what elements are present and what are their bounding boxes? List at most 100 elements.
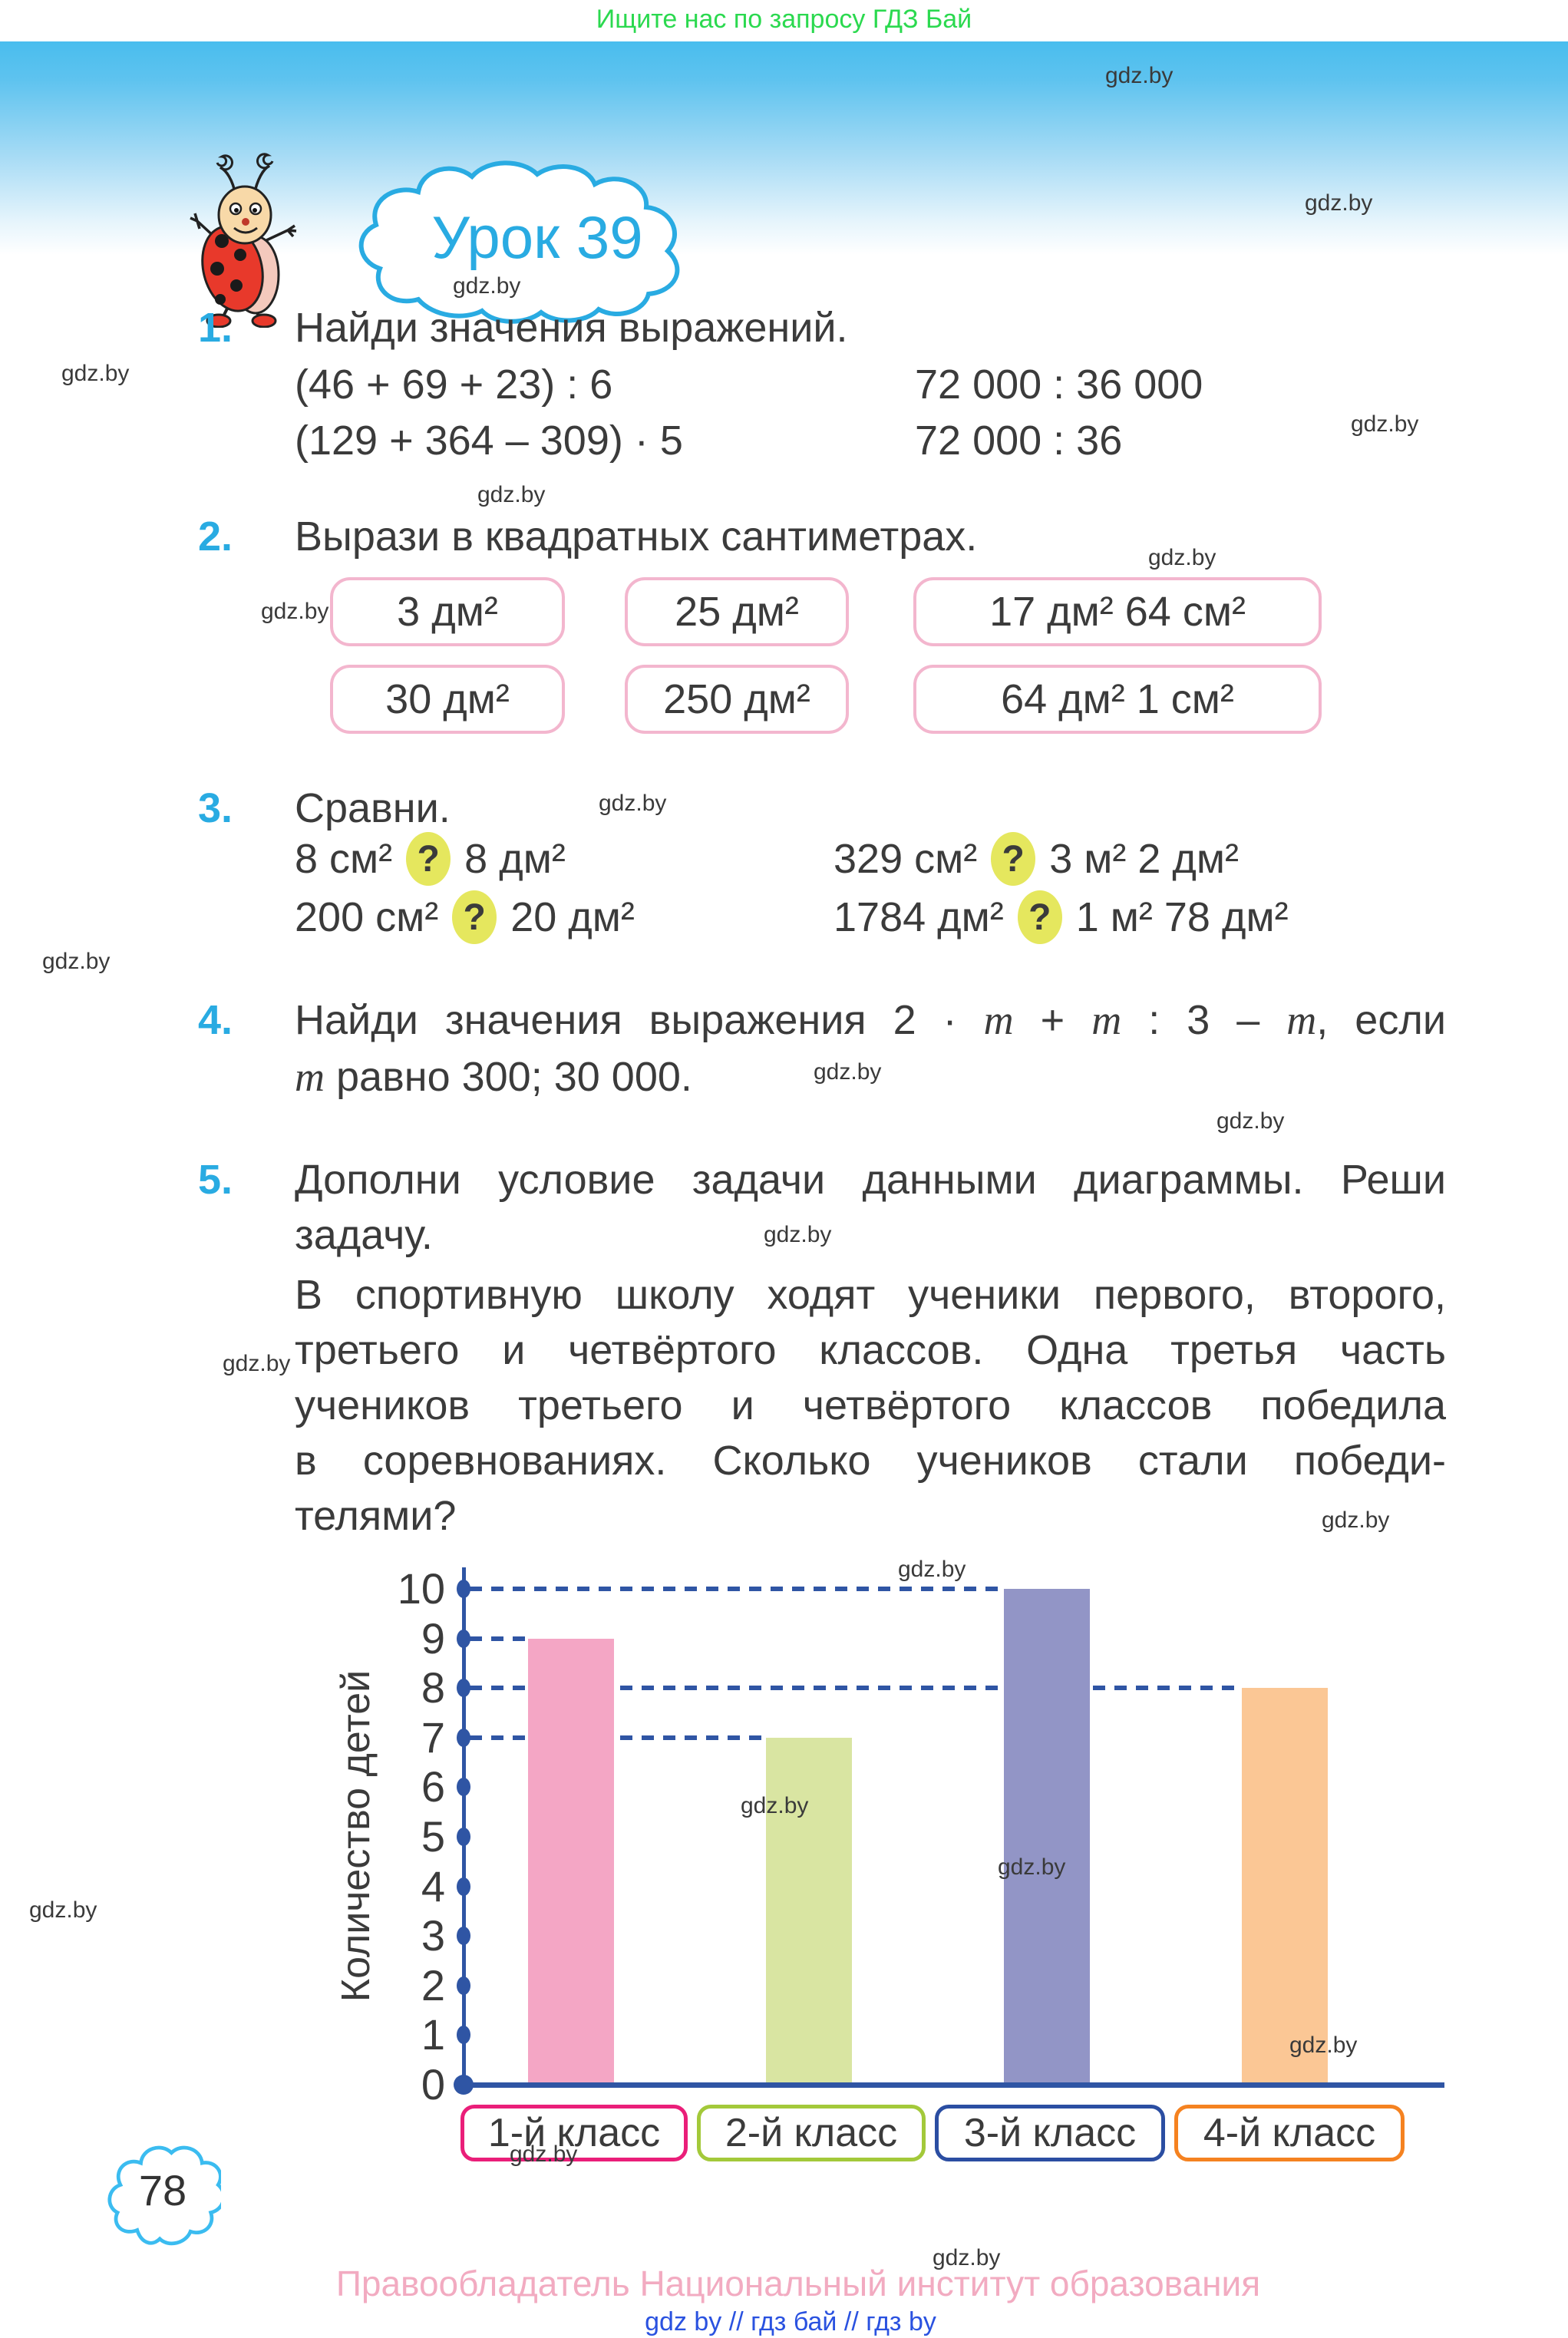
watermark: gdz.by — [933, 2245, 1001, 2270]
exercise-1-expression: 72 000 : 36 — [915, 418, 1123, 464]
y-axis-tick-dot — [457, 1976, 470, 1995]
chart-bar — [766, 1737, 852, 2082]
x-axis-line — [457, 2082, 1444, 2088]
comparison-right: 1 м² 78 дм² — [1075, 894, 1289, 940]
watermark: gdz.by — [42, 949, 111, 974]
exercise-2-number: 2. — [198, 514, 233, 560]
watermark: gdz.by — [1216, 1108, 1285, 1134]
value-box: 17 дм² 64 см² — [913, 577, 1322, 646]
y-axis-tick-label: 6 — [421, 1762, 445, 1811]
x-axis-category-label: 2-й класс — [697, 2105, 926, 2161]
guide-dashed-line — [470, 1735, 766, 1740]
y-axis-tick-dot — [457, 1580, 470, 1598]
lesson-title-cloud: Урок 39 — [345, 157, 729, 326]
value-box: 25 дм² — [625, 577, 849, 646]
exercise-1-expression: (46 + 69 + 23) : 6 — [295, 362, 613, 408]
page-number-cloud: 78 — [104, 2134, 221, 2250]
watermark: gdz.by — [29, 1897, 97, 1923]
exercise-5-text-line: в соревнованиях. Сколько учеников стали … — [295, 1438, 1446, 1484]
watermark: gdz.by — [510, 2142, 578, 2167]
value-box: 250 дм² — [625, 665, 849, 734]
exercise-4-number: 4. — [198, 997, 233, 1043]
exercise-5-text-line: третьего и четвёртого классов. Одна трет… — [295, 1327, 1446, 1373]
guide-dashed-line — [470, 1686, 1242, 1691]
y-axis-tick-label: 2 — [421, 1960, 445, 2009]
y-axis-tick-label: 5 — [421, 1812, 445, 1861]
copyright-text: Правообладатель Национальный институт об… — [335, 2264, 1261, 2303]
chart-bar — [1004, 1589, 1090, 2082]
guide-dashed-line — [470, 1636, 528, 1641]
watermark: gdz.by — [261, 599, 329, 624]
watermark: gdz.by — [741, 1793, 809, 1818]
comparison-left: 329 см² — [834, 836, 978, 882]
footer-links[interactable]: gdz by // гдз бай // гдз by — [645, 2307, 936, 2336]
watermark: gdz.by — [453, 273, 521, 299]
y-axis-tick-dot — [457, 1828, 470, 1846]
comparison-left: 200 см² — [295, 894, 439, 940]
watermark: gdz.by — [1289, 2033, 1358, 2058]
y-axis-tick-dot — [457, 1728, 470, 1747]
x-axis-category-label: 4-й класс — [1174, 2105, 1405, 2161]
value-box: 64 дм² 1 см² — [913, 665, 1322, 734]
watermark: gdz.by — [814, 1059, 882, 1085]
y-axis-tick-label: 0 — [421, 2060, 445, 2108]
variable-m: m — [983, 997, 1014, 1043]
exercise-5-text-line: учеников третьего и четвёртого классов п… — [295, 1382, 1446, 1428]
watermark: gdz.by — [223, 1351, 291, 1376]
page-number: 78 — [138, 2166, 187, 2214]
question-mark-badge: ? — [406, 832, 451, 886]
variable-m: m — [1286, 997, 1317, 1043]
y-axis-tick-dot — [457, 1877, 470, 1896]
exercise-3-number: 3. — [198, 785, 233, 831]
y-axis-tick-label: 9 — [421, 1613, 445, 1663]
exercise-1-expression: 72 000 : 36 000 — [915, 362, 1203, 408]
watermark: gdz.by — [599, 791, 667, 816]
variable-m: m — [295, 1054, 325, 1100]
y-axis-tick-label: 10 — [397, 1564, 445, 1613]
watermark: gdz.by — [1105, 63, 1174, 88]
exercise-5-text-line: телями? — [295, 1493, 457, 1539]
y-axis-tick-label: 3 — [421, 1911, 445, 1960]
exercise-1-number: 1. — [198, 305, 233, 351]
exercise-5-title-line1: Дополни условие задачи данными диаграммы… — [295, 1157, 1446, 1203]
y-axis-tick-dot — [457, 2026, 470, 2045]
y-axis-tick-dot — [457, 1927, 470, 1946]
y-axis-tick-dot — [457, 1679, 470, 1698]
question-mark-badge: ? — [452, 890, 497, 944]
chart-bar — [1242, 1688, 1328, 2082]
lesson-title: Урок 39 — [431, 203, 643, 271]
value-box: 30 дм² — [330, 665, 565, 734]
comparison-left: 1784 дм² — [834, 894, 1004, 940]
exercise-5-title-line2: задачу. — [295, 1212, 433, 1258]
value-box: 3 дм² — [330, 577, 565, 646]
watermark: gdz.by — [1351, 411, 1419, 437]
top-banner-text: Ищите нас по запросу ГДЗ Бай — [0, 0, 1568, 41]
watermark: gdz.by — [1322, 1507, 1390, 1533]
comparison: 200 см² ? 20 дм² — [295, 890, 635, 944]
y-axis-tick-label: 1 — [421, 2010, 445, 2059]
text-segment: Найди значения выражения 2 · — [295, 997, 984, 1043]
y-axis-tick-label: 8 — [421, 1663, 445, 1712]
watermark: gdz.by — [1148, 545, 1216, 570]
watermark: gdz.by — [764, 1222, 832, 1247]
y-axis-tick-dot — [457, 1629, 470, 1648]
exercise-4-text-line1: Найди значения выражения 2 · m + m : 3 –… — [295, 996, 1446, 1044]
text-segment: : 3 – — [1121, 997, 1287, 1043]
watermark: gdz.by — [61, 361, 130, 386]
text-segment: , если — [1316, 997, 1446, 1043]
x-axis-category-label: 3-й класс — [935, 2105, 1165, 2161]
comparison-right: 20 дм² — [510, 894, 635, 940]
question-mark-badge: ? — [991, 832, 1036, 886]
y-axis-tick-label: 4 — [421, 1861, 445, 1910]
watermark: gdz.by — [1305, 190, 1373, 216]
cloud-shape — [107, 2145, 221, 2246]
guide-dashed-line — [470, 1587, 1004, 1591]
exercise-5-text-line: В спортивную школу ходят ученики первого… — [295, 1272, 1446, 1318]
comparison-right: 3 м² 2 дм² — [1049, 836, 1240, 882]
watermark: gdz.by — [998, 1854, 1066, 1880]
x-axis-category-label: 1-й класс — [460, 2105, 688, 2161]
y-axis-tick-label: 7 — [421, 1712, 445, 1762]
exercise-4-text-line2: m равно 300; 30 000. — [295, 1053, 1446, 1101]
y-axis-tick-dot — [454, 2075, 474, 2095]
